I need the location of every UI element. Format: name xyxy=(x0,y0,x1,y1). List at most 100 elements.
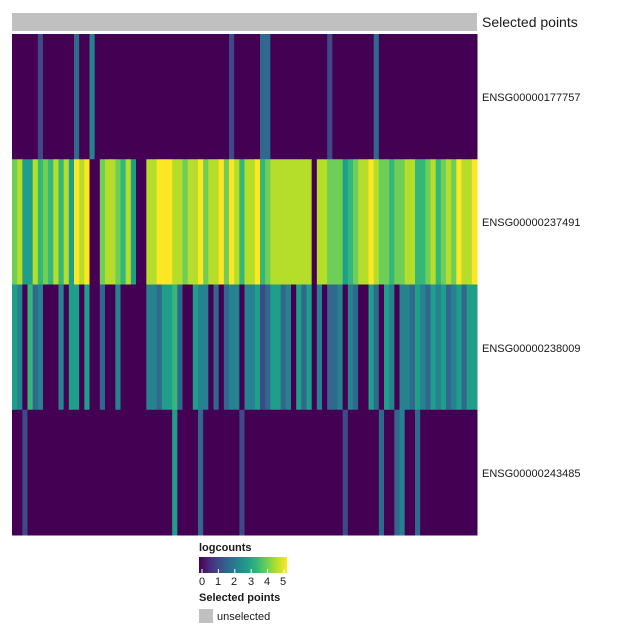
heatmap-cell xyxy=(213,34,220,160)
heatmap-cell xyxy=(358,409,364,536)
colorbar-tick-label: 5 xyxy=(280,576,286,588)
heatmap-cell xyxy=(461,159,468,285)
heatmap-cell xyxy=(378,34,385,160)
heatmap-cell xyxy=(22,409,28,536)
heatmap-cell xyxy=(94,284,101,411)
heatmap-cell xyxy=(461,409,468,536)
heatmap-cell xyxy=(316,284,323,411)
heatmap-cell xyxy=(68,159,75,285)
heatmap-cell xyxy=(249,34,256,160)
heatmap-cell xyxy=(89,409,96,536)
heatmap-cell xyxy=(456,159,462,285)
heatmap-cell xyxy=(74,34,80,160)
heatmap-cell xyxy=(63,34,70,160)
heatmap-cell xyxy=(27,159,34,285)
unselected-swatch xyxy=(199,609,213,623)
heatmap-cell xyxy=(415,159,421,285)
heatmap-cell xyxy=(363,409,369,536)
heatmap-cell xyxy=(399,409,406,536)
heatmap-cell xyxy=(68,284,75,411)
colorbar-tick-labels: 0 1 2 3 4 5 xyxy=(199,576,286,588)
heatmap-cell xyxy=(409,409,416,536)
heatmap-cell xyxy=(322,284,328,411)
heatmap-cell xyxy=(446,284,452,411)
heatmap-cell xyxy=(275,34,282,160)
heatmap-cell xyxy=(301,409,307,536)
heatmap-cell xyxy=(466,159,473,285)
heatmap-cell xyxy=(399,159,406,285)
heatmap-cell xyxy=(37,159,44,285)
heatmap-cell xyxy=(373,284,380,411)
heatmap-cell xyxy=(17,159,23,285)
colorbar xyxy=(199,557,287,573)
heatmap-cell xyxy=(192,159,199,285)
heatmap-cell xyxy=(404,159,411,285)
heatmap-cell xyxy=(254,34,261,160)
heatmap-cell xyxy=(12,159,18,285)
heatmap-cell xyxy=(120,409,127,536)
heatmap-cell xyxy=(68,409,75,536)
heatmap-cell xyxy=(53,159,59,285)
heatmap-cell xyxy=(322,409,328,536)
heatmap-cell xyxy=(182,409,189,536)
row-label: ENSG00000237491 xyxy=(482,217,580,229)
heatmap-cell xyxy=(37,34,44,160)
heatmap-cell xyxy=(125,34,132,160)
heatmap-cell xyxy=(342,284,349,411)
heatmap-cell xyxy=(384,34,390,160)
heatmap-cell xyxy=(425,159,431,285)
heatmap-cell xyxy=(213,284,220,411)
heatmap-cell xyxy=(120,34,127,160)
heatmap-cell xyxy=(358,159,364,285)
heatmap-cell xyxy=(115,409,121,536)
heatmap-cell xyxy=(301,34,307,160)
heatmap-cell xyxy=(363,159,369,285)
heatmap-cell xyxy=(48,34,54,160)
heatmap-cell xyxy=(353,284,359,411)
heatmap-cell xyxy=(63,284,70,411)
heatmap-cell xyxy=(378,159,385,285)
heatmap-cell xyxy=(84,34,90,160)
heatmap-cell xyxy=(260,284,266,411)
heatmap-cell xyxy=(120,159,127,285)
heatmap-cell xyxy=(187,34,194,160)
heatmap-cell xyxy=(296,159,302,285)
heatmap-cell xyxy=(58,284,65,411)
heatmap-cell xyxy=(177,34,183,160)
heatmap-cell xyxy=(22,34,28,160)
heatmap-cell xyxy=(151,159,158,285)
heatmap-cell xyxy=(415,34,421,160)
heatmap-cell xyxy=(208,34,214,160)
heatmap-cell xyxy=(89,284,96,411)
heatmap-cell xyxy=(208,409,214,536)
heatmap-cell xyxy=(79,409,85,536)
heatmap-cell xyxy=(198,284,204,411)
heatmap-cell xyxy=(249,159,256,285)
heatmap-cell xyxy=(384,159,390,285)
heatmap-cell xyxy=(53,34,59,160)
heatmap-cell xyxy=(208,284,214,411)
heatmap-cell xyxy=(415,409,421,536)
heatmap-cell xyxy=(373,34,380,160)
heatmap-cell xyxy=(244,409,251,536)
heatmap-cell xyxy=(337,159,344,285)
selected-points-legend-title: Selected points xyxy=(199,592,280,604)
heatmap-cell xyxy=(353,159,359,285)
heatmap-cell xyxy=(156,159,163,285)
heatmap-cell xyxy=(461,34,468,160)
heatmap-cell xyxy=(378,409,385,536)
heatmap-cell xyxy=(254,159,261,285)
heatmap-cell xyxy=(203,34,209,160)
heatmap-cell xyxy=(177,409,183,536)
heatmap-cell xyxy=(342,409,349,536)
heatmap-cell xyxy=(43,34,49,160)
heatmap-cell xyxy=(389,409,395,536)
heatmap-cell xyxy=(192,284,199,411)
heatmap-cell xyxy=(151,284,158,411)
heatmap-cell xyxy=(337,409,344,536)
heatmap-cell xyxy=(141,284,147,411)
heatmap-cell xyxy=(285,159,292,285)
heatmap-cell xyxy=(332,159,338,285)
heatmap-cell xyxy=(249,284,256,411)
heatmap-cell xyxy=(337,284,344,411)
